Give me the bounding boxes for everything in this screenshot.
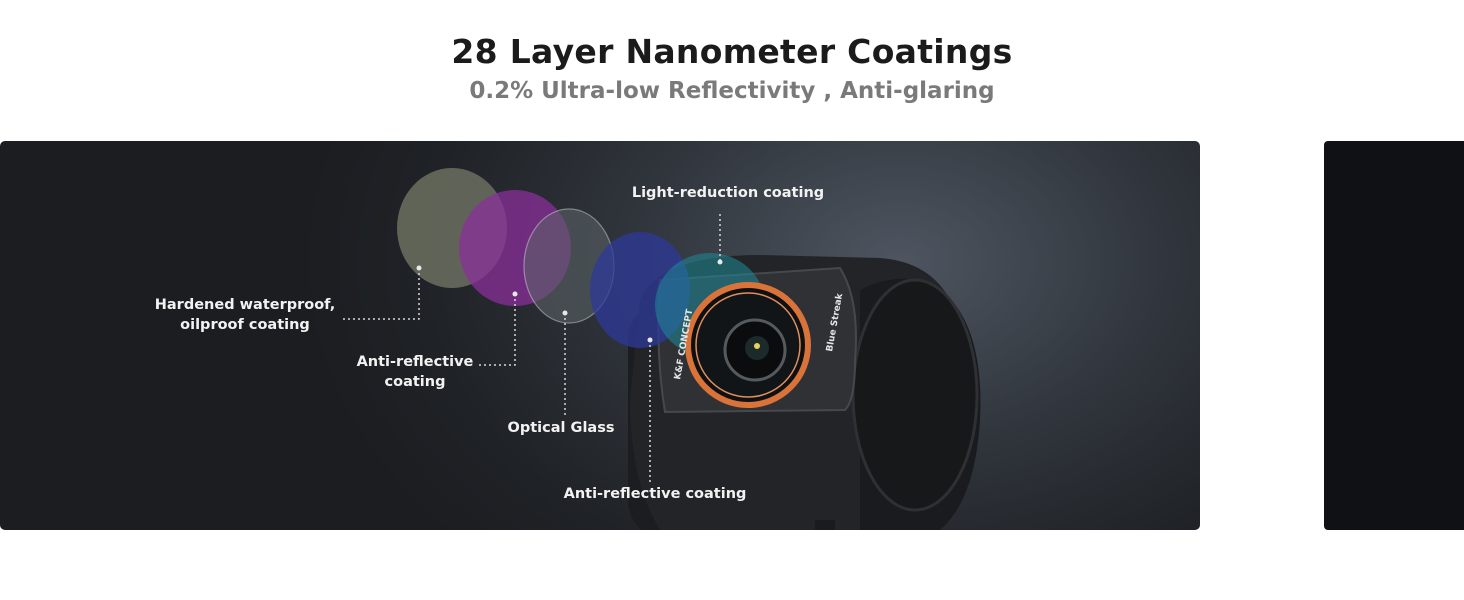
leader-lines [340,214,721,482]
label-hardened-coating: Hardened waterproof, oilproof coating [150,295,340,335]
label-anti-reflective-coating-2: Anti-reflective coating [563,486,747,502]
label-line: Hardened waterproof, [154,297,336,313]
page-title: 28 Layer Nanometer Coatings [451,32,1013,71]
label-anti-reflective-coating-1: Anti-reflective coating [350,352,480,392]
page-subtitle: 0.2% Ultra-low Reflectivity , Anti-glari… [469,78,995,104]
label-line: coating [384,374,446,390]
lens-ring [685,282,811,408]
next-slide-panel [1324,141,1464,530]
label-optical-glass: Optical Glass [507,420,615,436]
lens-illustration: K&F CONCEPT Blue Streak [340,168,981,530]
label-light-reduction-coating: Light-reduction coating [631,185,825,201]
label-line: oilproof coating [180,317,310,333]
coatings-illustration-panel: K&F CONCEPT Blue Streak Hardened waterpr… [0,141,1200,530]
label-line: Anti-reflective [356,354,474,370]
leader-dots [416,259,723,343]
